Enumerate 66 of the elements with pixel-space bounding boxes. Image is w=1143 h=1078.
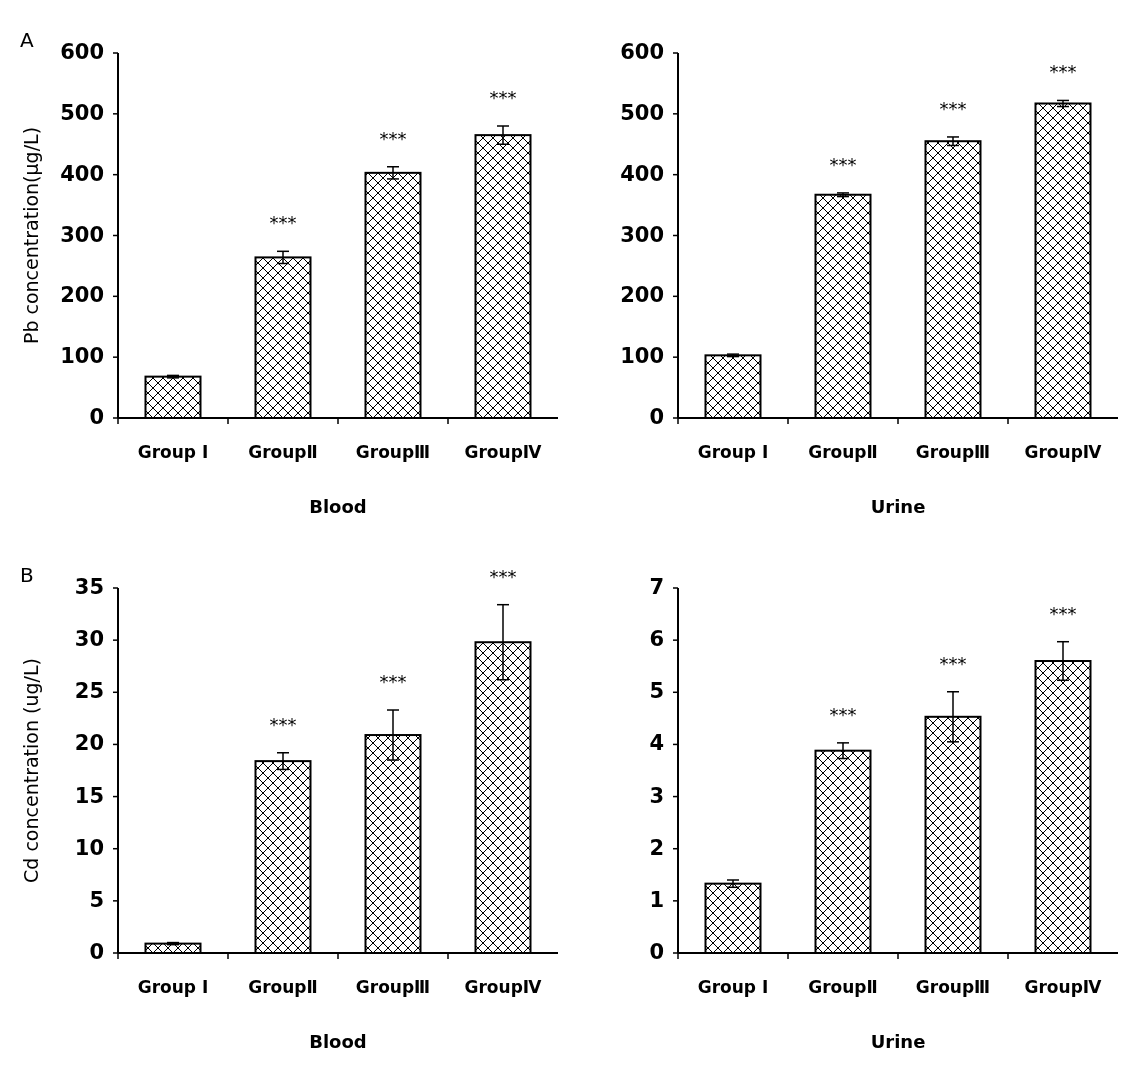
y-tick-label: 30 bbox=[74, 627, 104, 652]
y-tick-label: 35 bbox=[74, 575, 104, 599]
data-label: *** bbox=[1049, 602, 1077, 624]
y-tick-label: 500 bbox=[60, 100, 104, 125]
y-tick-label: 3 bbox=[649, 783, 664, 808]
y-tick-label: 500 bbox=[620, 100, 664, 125]
y-tick-label: 25 bbox=[74, 679, 104, 704]
y-tick-label: 100 bbox=[620, 344, 664, 369]
data-label: *** bbox=[829, 703, 857, 725]
y-tick-label: 0 bbox=[89, 405, 104, 429]
x-tick-label: GroupⅢ bbox=[355, 977, 431, 997]
x-tick-label: GroupⅢ bbox=[915, 977, 991, 997]
data-label: *** bbox=[379, 671, 407, 693]
data-label: *** bbox=[829, 153, 857, 175]
data-label: *** bbox=[269, 713, 297, 735]
y-axis-title: Cd concentration (ug/L) bbox=[20, 658, 42, 883]
y-tick-label: 2 bbox=[649, 835, 664, 860]
x-tick-label: GroupⅣ bbox=[464, 977, 542, 997]
x-tick-label: GroupⅢ bbox=[915, 442, 991, 462]
y-tick-label: 400 bbox=[60, 161, 104, 186]
data-label: *** bbox=[379, 127, 407, 149]
y-tick-label: 4 bbox=[649, 731, 664, 756]
data-label: *** bbox=[489, 87, 517, 108]
x-tick-label: GroupⅣ bbox=[1024, 442, 1102, 462]
x-tick-label: GroupⅣ bbox=[1024, 977, 1102, 997]
x-tick-label: Group Ⅰ bbox=[137, 977, 209, 997]
data-label: *** bbox=[269, 212, 297, 234]
text: B bbox=[20, 563, 34, 587]
x-tick-label: GroupⅡ bbox=[248, 977, 318, 997]
y-tick-label: 100 bbox=[60, 344, 104, 369]
y-tick-label: 300 bbox=[60, 222, 104, 247]
data-label: *** bbox=[1049, 61, 1077, 83]
x-axis-title: Urine bbox=[870, 1031, 926, 1052]
y-tick-label: 300 bbox=[620, 222, 664, 247]
y-tick-label: 600 bbox=[620, 40, 664, 64]
y-tick-label: 20 bbox=[74, 731, 104, 756]
y-tick-label: 0 bbox=[649, 405, 664, 429]
y-tick-label: 7 bbox=[649, 575, 664, 599]
x-axis-title: Blood bbox=[309, 1031, 367, 1052]
x-axis-title: Blood bbox=[309, 496, 367, 517]
data-label: *** bbox=[939, 652, 967, 674]
x-tick-label: Group Ⅰ bbox=[137, 442, 209, 462]
y-tick-label: 200 bbox=[620, 283, 664, 308]
y-tick-label: 400 bbox=[620, 161, 664, 186]
x-tick-label: GroupⅣ bbox=[464, 442, 542, 462]
y-tick-label: 0 bbox=[649, 940, 664, 964]
x-tick-label: GroupⅡ bbox=[248, 442, 318, 462]
y-tick-label: 200 bbox=[60, 283, 104, 308]
data-label: *** bbox=[939, 97, 967, 119]
y-axis-title: Pb concentration(μg/L) bbox=[20, 126, 42, 345]
y-tick-label: 600 bbox=[60, 40, 104, 64]
y-tick-label: 5 bbox=[89, 887, 104, 912]
x-tick-label: Group Ⅰ bbox=[697, 977, 769, 997]
x-tick-label: GroupⅡ bbox=[808, 977, 878, 997]
y-tick-label: 1 bbox=[649, 887, 664, 912]
x-tick-label: GroupⅢ bbox=[355, 442, 431, 462]
x-tick-label: Group Ⅰ bbox=[697, 442, 769, 462]
y-tick-label: 0 bbox=[89, 940, 104, 964]
x-axis-title: Urine bbox=[870, 496, 926, 517]
y-tick-label: 6 bbox=[649, 627, 664, 652]
y-tick-label: 15 bbox=[74, 783, 104, 808]
y-tick-label: 5 bbox=[649, 679, 664, 704]
x-tick-label: GroupⅡ bbox=[808, 442, 878, 462]
y-tick-label: 10 bbox=[74, 835, 104, 860]
data-label: *** bbox=[489, 565, 517, 587]
text: A bbox=[20, 28, 34, 52]
